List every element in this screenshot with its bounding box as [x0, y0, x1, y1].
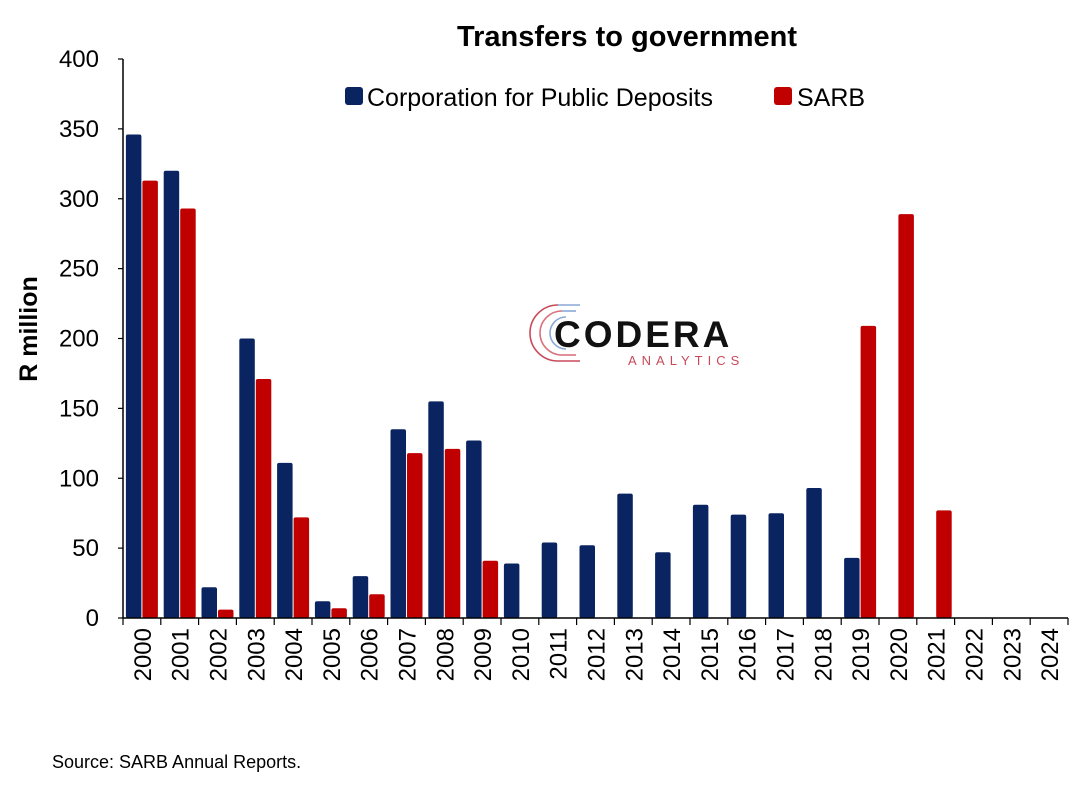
x-tick-label: 2022: [962, 628, 989, 681]
bar-sarb-2001: [180, 208, 196, 618]
y-tick-label: 50: [72, 535, 99, 562]
x-tick-label: 2004: [281, 628, 308, 681]
y-tick-label: 300: [59, 186, 99, 213]
x-tick-label: 2015: [697, 628, 724, 681]
bar-sarb-2009: [482, 560, 499, 618]
bar-sarb-2005: [331, 608, 347, 618]
x-tick-label: 2011: [546, 628, 573, 680]
y-tick-label: 100: [59, 465, 99, 492]
bar-sarb-2003: [255, 379, 272, 618]
bar-cpd-2017: [768, 513, 784, 618]
bar-cpd-2010: [503, 563, 520, 618]
bar-sarb-2007: [407, 453, 423, 618]
legend-swatch-cpd: [345, 87, 363, 105]
bar-sarb-2021: [936, 510, 952, 618]
bar-sarb-2019: [860, 325, 877, 618]
chart-title: Transfers to government: [457, 21, 797, 53]
bar-cpd-2006: [352, 576, 369, 618]
bar-cpd-2009: [466, 440, 482, 618]
x-tick-label: 2009: [470, 628, 497, 681]
y-tick-label: 150: [59, 395, 99, 422]
x-tick-label: 2017: [773, 628, 800, 681]
codera-logo: CODERA ANALYTICS: [529, 304, 744, 368]
x-tick-label: 2013: [621, 628, 648, 681]
x-tick-label: 2023: [999, 628, 1026, 681]
y-axis-label: R million: [15, 276, 43, 382]
x-tick-label: 2012: [584, 628, 611, 681]
bar-sarb-2008: [444, 448, 461, 618]
x-tick-label: 2001: [168, 628, 195, 681]
bar-cpd-2000: [125, 134, 142, 618]
bar-cpd-2004: [277, 462, 293, 618]
y-axis: 0 50 100 150 200 250 300 350 400: [59, 46, 124, 632]
bar-cpd-2003: [239, 338, 255, 618]
x-tick-label: 2024: [1037, 628, 1064, 681]
legend: Corporation for Public Deposits SARB: [345, 84, 865, 112]
x-tick-label: 2006: [357, 628, 384, 681]
x-tick-label: 2003: [243, 628, 270, 681]
legend-label-cpd: Corporation for Public Deposits: [367, 84, 713, 112]
x-tick-label: 2020: [886, 628, 913, 681]
y-tick-label: 350: [59, 116, 99, 143]
plot-area: [125, 134, 952, 619]
bar-cpd-2013: [617, 493, 633, 618]
x-tick-label: 2000: [130, 628, 157, 681]
bar-cpd-2011: [541, 542, 558, 618]
bar-cpd-2007: [390, 429, 406, 618]
x-tick-label: 2010: [508, 628, 535, 681]
x-tick-label: 2019: [848, 628, 875, 681]
bar-sarb-2002: [218, 609, 234, 618]
x-tick-label: 2008: [432, 628, 459, 681]
x-tick-label: 2014: [659, 628, 686, 681]
bar-sarb-2004: [293, 517, 310, 618]
y-tick-label: 200: [59, 326, 99, 353]
x-tick-label: 2016: [735, 628, 762, 681]
logo-sub: ANALYTICS: [628, 353, 744, 368]
y-tick-label: 0: [86, 605, 99, 632]
x-tick-label: 2002: [206, 628, 233, 681]
bar-sarb-2020: [898, 214, 914, 618]
circuit-icon: [529, 304, 580, 362]
x-axis: 2000 2001 2002 2003 2004 2005 2006 2007 2008 2009…: [122, 617, 1069, 681]
legend-label-sarb: SARB: [797, 84, 865, 112]
bar-cpd-2001: [163, 170, 180, 619]
bar-cpd-2019: [844, 557, 860, 618]
bar-sarb-2006: [369, 594, 385, 618]
legend-swatch-sarb: [774, 87, 792, 105]
y-tick-label: 250: [59, 256, 99, 283]
bar-cpd-2016: [730, 514, 747, 618]
bar-cpd-2015: [692, 504, 709, 618]
bar-cpd-2014: [655, 552, 671, 618]
source-note: Source: SARB Annual Reports.: [52, 752, 302, 772]
bar-sarb-2000: [142, 180, 158, 618]
logo-name: CODERA: [554, 314, 732, 355]
bar-cpd-2002: [201, 587, 217, 618]
bar-cpd-2018: [806, 488, 822, 618]
x-tick-label: 2005: [319, 628, 346, 681]
bar-cpd-2008: [428, 401, 444, 618]
x-tick-label: 2018: [810, 628, 837, 681]
x-tick-label: 2007: [395, 628, 422, 681]
x-tick-label: 2021: [924, 628, 951, 681]
bar-cpd-2012: [579, 545, 595, 618]
y-tick-label: 400: [59, 46, 99, 73]
bar-cpd-2005: [314, 601, 331, 618]
